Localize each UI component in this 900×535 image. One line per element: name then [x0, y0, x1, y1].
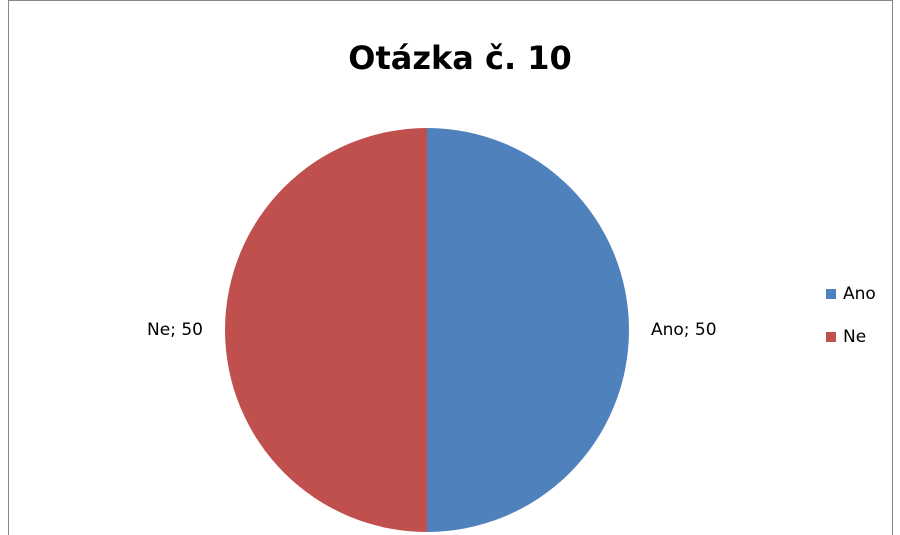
legend-label: Ano [843, 284, 876, 304]
legend-label: Ne [843, 327, 866, 347]
legend-swatch [826, 332, 836, 342]
data-label: Ano; 50 [651, 320, 717, 340]
chart-title: Otázka č. 10 [348, 39, 572, 77]
pie-slice [427, 128, 629, 532]
legend-swatch [826, 289, 836, 299]
pie-slice [225, 128, 427, 532]
data-label: Ne; 50 [147, 320, 203, 340]
